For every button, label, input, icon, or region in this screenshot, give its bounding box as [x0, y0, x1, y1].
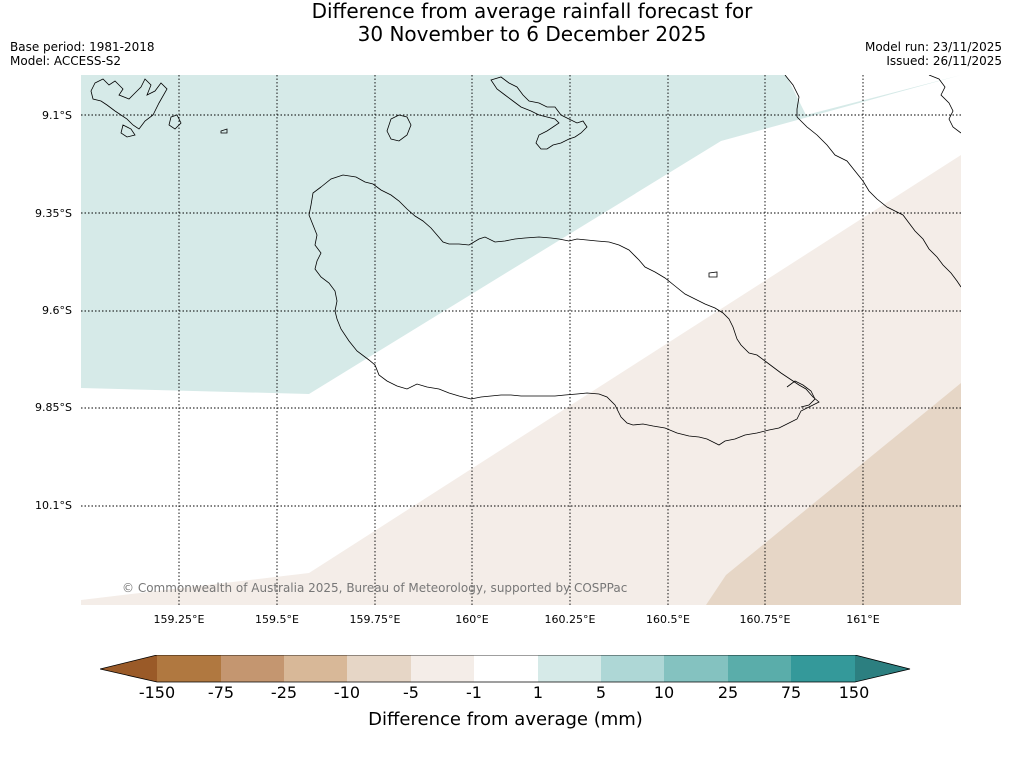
colorbar-tick-7: 1	[532, 683, 544, 702]
colorbar-outline	[100, 655, 911, 683]
nggela-east-coastline	[784, 75, 800, 117]
small-island-1	[120, 124, 136, 138]
meta-right: Model run: 23/11/2025 Issued: 26/11/2025	[865, 40, 1002, 68]
lon-label-159-5: 159.5°E	[255, 613, 299, 626]
malaita-coastline	[796, 116, 961, 288]
base-period: Base period: 1981-2018	[10, 40, 155, 54]
small-island-2	[168, 114, 182, 130]
colorbar-segment-4	[347, 655, 411, 682]
meta-left: Base period: 1981-2018 Model: ACCESS-S2	[10, 40, 155, 68]
russell-islands-coastline	[90, 78, 168, 130]
savo-island-coastline	[386, 114, 412, 142]
malaita-north-coastline	[928, 75, 961, 134]
small-island-3	[220, 128, 228, 134]
coastlines	[90, 75, 961, 446]
issued-date: Issued: 26/11/2025	[886, 54, 1002, 68]
colorbar-arrow-low	[100, 655, 157, 682]
map-title: Difference from average rainfall forecas…	[0, 0, 1011, 46]
lon-label-160: 160°E	[455, 613, 489, 626]
colorbar-segment-7	[538, 655, 601, 682]
colorbar-tick-5: -5	[403, 683, 419, 702]
colorbar-segment-9	[664, 655, 728, 682]
model-run: Model run: 23/11/2025	[864, 40, 1002, 54]
colorbar-tick-3: -25	[270, 683, 298, 702]
islet-east	[708, 271, 718, 278]
lat-label-9-85: 9.85°S	[35, 401, 72, 414]
lat-label-10-1: 10.1°S	[35, 499, 72, 512]
colorbar-tick-2: -75	[207, 683, 235, 702]
guadalcanal-coastline	[308, 174, 820, 446]
colorbar-tick-1: -150	[138, 683, 176, 702]
copyright-notice: © Commonwealth of Australia 2025, Bureau…	[122, 581, 628, 595]
model-name: Model: ACCESS-S2	[10, 54, 122, 68]
lon-label-160-75: 160.75°E	[739, 613, 791, 626]
colorbar-tick-10: 25	[717, 683, 739, 702]
florida-islands-coastline	[490, 76, 588, 150]
lat-label-9-1: 9.1°S	[42, 109, 72, 122]
colorbar-segment-5	[411, 655, 474, 682]
colorbar-arrow-high	[855, 655, 910, 682]
colorbar-segment-1	[157, 655, 221, 682]
lon-label-161: 161°E	[846, 613, 880, 626]
lon-label-159-25: 159.25°E	[153, 613, 205, 626]
lon-label-159-75: 159.75°E	[349, 613, 401, 626]
map-canvas	[81, 75, 961, 605]
title-line-1: Difference from average rainfall forecas…	[311, 0, 753, 23]
colorbar-tick-12: 150	[838, 683, 870, 702]
colorbar-tick-9: 10	[653, 683, 675, 702]
lat-label-9-35: 9.35°S	[35, 207, 72, 220]
colorbar-segment-2	[221, 655, 284, 682]
marau-sound-coastline	[786, 380, 816, 408]
lon-label-160-5: 160.5°E	[646, 613, 690, 626]
title-line-2: 30 November to 6 December 2025	[357, 22, 707, 46]
colorbar-tick-8: 5	[595, 683, 607, 702]
lon-label-160-25: 160.25°E	[544, 613, 596, 626]
dry-anomaly-region-light	[81, 155, 961, 605]
dry-anomaly-region-medium	[706, 383, 961, 605]
colorbar-tick-4: -10	[333, 683, 361, 702]
colorbar-tick-6: -1	[466, 683, 482, 702]
lat-label-9-6: 9.6°S	[42, 304, 72, 317]
wet-anomaly-region	[81, 75, 961, 394]
colorbar-segment-3	[284, 655, 347, 682]
colorbar-segment-8	[601, 655, 664, 682]
rainfall-map	[81, 75, 961, 605]
colorbar-segment-6	[474, 655, 538, 682]
colorbar-segment-11	[791, 655, 855, 682]
graticule	[81, 75, 961, 605]
colorbar	[100, 655, 911, 683]
colorbar-label: Difference from average (mm)	[368, 709, 643, 730]
colorbar-tick-11: 75	[780, 683, 802, 702]
colorbar-segment-10	[728, 655, 791, 682]
